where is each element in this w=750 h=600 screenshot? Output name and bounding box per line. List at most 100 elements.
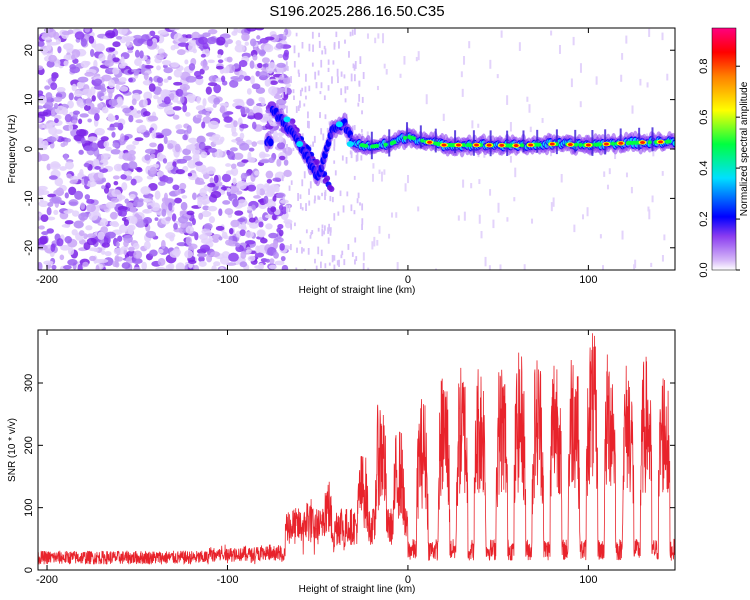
spectrogram-noise-blob <box>50 243 56 252</box>
spectrogram-noise-blob <box>161 208 167 217</box>
spectrogram-noise-blob <box>264 214 275 219</box>
spectrogram-streak <box>289 244 292 251</box>
spectrogram-noise-blob <box>196 114 203 119</box>
spectrogram-streak <box>570 78 573 88</box>
spectrogram-noise-blob <box>253 112 263 120</box>
spectrogram-streak <box>281 92 284 99</box>
spectrogram-noise-blob <box>157 96 163 105</box>
spectrogram-streak <box>509 156 512 163</box>
spectrogram-streak <box>308 121 310 129</box>
spectrogram-streak <box>614 153 617 160</box>
spectrogram-noise-blob <box>268 264 277 270</box>
spectrogram-noise-blob <box>182 104 188 113</box>
spectrogram-streak <box>603 171 606 177</box>
spectrogram-noise-blob <box>141 63 146 73</box>
spectrogram-streak <box>388 233 391 239</box>
spectrogram-noise-blob <box>39 196 44 203</box>
spectrogram-noise-blob <box>263 44 274 53</box>
spectrogram-streak <box>366 33 369 39</box>
spectrogram-noise-blob <box>156 170 164 177</box>
spectrogram-noise-blob <box>233 152 244 160</box>
spectrogram-streak <box>312 141 315 147</box>
spectrogram-streak <box>383 63 386 69</box>
spectrogram-noise-blob <box>239 132 245 140</box>
spectrogram-streak <box>492 219 495 229</box>
spectrogram-streak <box>317 246 320 255</box>
spectrogram-noise-blob <box>196 135 206 144</box>
spectrogram-noise-blob <box>272 195 277 202</box>
spectrogram-noise-blob <box>188 243 198 250</box>
spectrogram-x-tick-label: 100 <box>579 274 597 286</box>
spectrogram-streak <box>299 194 302 199</box>
spectrogram-noise-blob <box>119 209 127 217</box>
spectrogram-streak <box>327 67 330 72</box>
spectrogram-streak <box>488 265 491 270</box>
spectrogram-noise-blob <box>253 195 261 199</box>
spectrogram-noise-blob <box>174 143 181 153</box>
spectrogram-noise-blob <box>219 105 226 114</box>
snr-plot <box>38 333 675 565</box>
spectrogram-streak <box>403 56 406 65</box>
spectrogram-noise-blob <box>71 210 80 217</box>
spectrogram-streak <box>338 41 340 49</box>
spectrogram-noise-blob <box>49 161 61 171</box>
snr-y-tick-label: 300 <box>23 374 35 392</box>
spectrogram-noise-blob <box>180 201 188 211</box>
spectrogram-streak <box>357 192 360 199</box>
snr-y-tick-label: 200 <box>23 436 35 454</box>
spectrogram-noise-blob <box>48 126 58 135</box>
spectrogram-noise-blob <box>42 32 49 38</box>
spectrogram-noise-blob <box>265 223 273 230</box>
spectrogram-signal-hot <box>383 142 388 147</box>
spectrogram-noise-blob <box>38 111 49 117</box>
spectrogram-streak <box>354 61 357 69</box>
spectrogram-streak <box>292 89 295 94</box>
spectrogram-streak <box>295 32 298 37</box>
spectrogram-noise-blob <box>165 164 174 171</box>
spectrogram-streak <box>327 85 330 91</box>
spectrogram-noise-blob <box>254 28 265 31</box>
spectrogram-streak <box>308 43 311 52</box>
spectrogram-noise-blob <box>133 37 144 47</box>
spectrogram-streak <box>396 262 399 270</box>
spectrogram-streak <box>339 190 342 197</box>
spectrogram-streak <box>341 250 344 256</box>
spectrogram-noise-blob <box>111 131 116 138</box>
spectrogram-streak <box>346 86 349 90</box>
spectrogram-noise-blob <box>272 177 281 182</box>
spectrogram-x-tick-label: 0 <box>405 274 411 286</box>
spectrogram-noise-blob <box>132 113 142 118</box>
spectrogram-streak <box>321 224 324 229</box>
spectrogram-noise-blob <box>210 190 222 199</box>
spectrogram-streak <box>328 262 331 266</box>
spectrogram-streak <box>333 146 336 151</box>
colorbar-tick-label: 0.2 <box>698 211 710 226</box>
spectrogram-noise-blob <box>67 259 78 266</box>
spectrogram-noise-blob <box>187 159 197 169</box>
spectrogram-noise-blob <box>63 210 73 214</box>
spectrogram-streak <box>357 102 360 107</box>
spectrogram-noise-blob <box>218 208 223 216</box>
spectrogram-streak <box>336 260 339 266</box>
spectrogram-signal-peak-core <box>441 143 447 147</box>
spectrogram-noise-blob <box>130 178 137 186</box>
spectrogram-noise-blob <box>207 147 218 153</box>
spectrogram-noise-blob <box>78 212 89 221</box>
spectrogram-streak <box>378 169 381 174</box>
spectrogram-streak <box>337 76 339 84</box>
spectrogram-noise-blob <box>38 40 45 47</box>
spectrogram-noise-blob <box>182 86 187 95</box>
spectrogram-noise-blob <box>50 109 56 116</box>
spectrogram-noise-blob <box>232 198 239 208</box>
spectrogram-signal-hot <box>363 143 369 148</box>
spectrogram-noise-blob <box>222 200 231 205</box>
spectrogram-noise-blob <box>177 42 189 47</box>
spectrogram-noise-blob <box>246 28 257 32</box>
spectrogram-noise-blob <box>264 78 271 87</box>
spectrogram-noise-blob <box>276 142 286 150</box>
spectrogram-streak <box>353 210 356 215</box>
spectrogram-noise-blob <box>117 28 128 35</box>
spectrogram-noise-blob <box>89 142 99 152</box>
spectrogram-streak <box>323 225 326 231</box>
spectrogram-noise-blob <box>258 96 264 102</box>
